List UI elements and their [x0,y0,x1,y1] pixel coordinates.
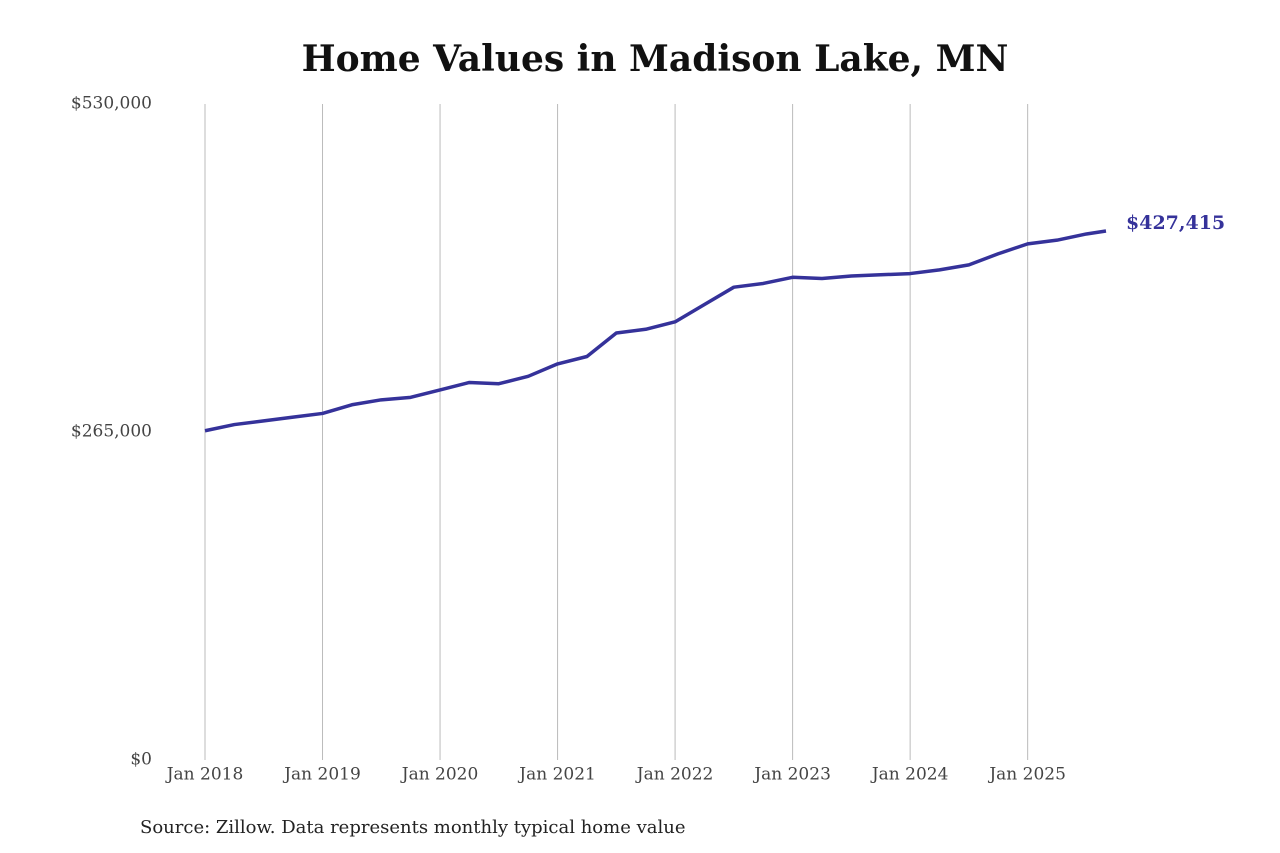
x-tick-label: Jan 2025 [987,765,1066,785]
x-tick-label: Jan 2020 [400,765,479,785]
x-tick-label: Jan 2018 [165,765,244,785]
value-label: $427,415 [1126,212,1225,234]
x-tick-label: Jan 2019 [282,765,361,785]
chart-title: Home Values in Madison Lake, MN [302,38,1009,80]
x-tick-label: Jan 2022 [635,765,714,785]
data-line [204,229,1107,433]
y-tick-label: $265,000 [71,422,152,442]
x-tick-label: Jan 2021 [517,765,596,785]
source-note: Source: Zillow. Data represents monthly … [140,817,686,838]
x-tick-label: Jan 2024 [870,765,949,785]
y-tick-label: $530,000 [71,94,152,114]
y-tick-label: $0 [130,750,152,770]
x-tick-label: Jan 2023 [752,765,831,785]
